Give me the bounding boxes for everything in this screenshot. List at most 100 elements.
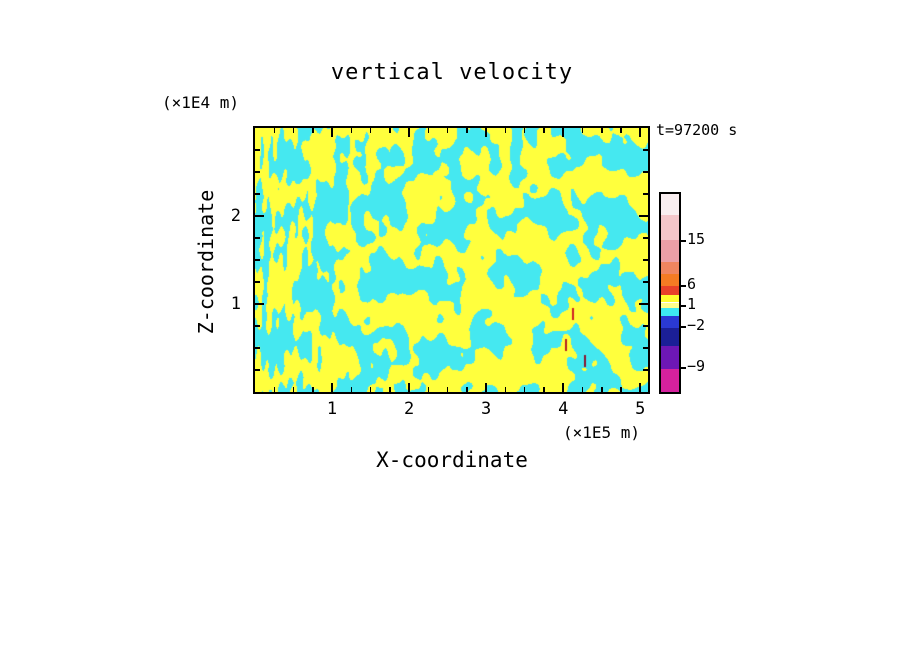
x-minor-tick bbox=[466, 128, 468, 133]
x-minor-tick bbox=[504, 387, 507, 392]
x-minor-tick bbox=[350, 387, 353, 392]
colorbar-tick bbox=[681, 285, 686, 288]
colorbar-tick bbox=[681, 239, 686, 242]
colorbar-label: −2 bbox=[687, 315, 706, 334]
y-major-tick bbox=[255, 303, 264, 305]
x-major-tick bbox=[562, 383, 565, 392]
x-minor-tick bbox=[523, 128, 526, 133]
x-tick-label: 4 bbox=[558, 399, 569, 419]
colorbar bbox=[659, 192, 686, 394]
x-tick-label: 2 bbox=[403, 399, 415, 419]
y-tick-label: 1 bbox=[230, 294, 241, 314]
x-minor-tick bbox=[581, 128, 584, 133]
y-minor-tick bbox=[255, 281, 260, 283]
x-minor-tick bbox=[389, 128, 391, 133]
y-minor-tick bbox=[643, 281, 648, 283]
y-minor-tick bbox=[255, 369, 260, 371]
x-tick-label: 3 bbox=[481, 399, 492, 419]
x-minor-tick bbox=[446, 128, 449, 133]
velocity-field-canvas bbox=[255, 128, 648, 392]
colorbar-segment bbox=[661, 328, 679, 347]
x-minor-tick bbox=[620, 387, 622, 392]
y-minor-tick bbox=[255, 171, 260, 173]
colorbar-tick bbox=[681, 367, 686, 370]
y-minor-tick bbox=[255, 237, 260, 239]
colorbar-segment bbox=[661, 286, 679, 295]
x-minor-tick bbox=[427, 128, 430, 133]
x-minor-tick bbox=[446, 387, 449, 392]
x-minor-tick bbox=[350, 128, 353, 133]
x-minor-tick bbox=[581, 387, 584, 392]
x-minor-tick bbox=[523, 387, 526, 392]
x-major-tick bbox=[408, 128, 411, 137]
x-minor-tick bbox=[601, 387, 603, 392]
y-minor-tick bbox=[643, 171, 648, 173]
y-major-tick bbox=[639, 215, 648, 217]
time-annotation: t=97200 s bbox=[656, 121, 738, 139]
y-minor-tick bbox=[643, 149, 648, 151]
x-tick-label: 5 bbox=[635, 399, 646, 419]
colorbar-tick bbox=[681, 325, 686, 328]
x-major-tick bbox=[408, 383, 411, 392]
y-axis-title: Z-coordinate bbox=[194, 189, 218, 335]
y-major-tick bbox=[639, 303, 648, 305]
chart-title: vertical velocity bbox=[330, 60, 574, 85]
x-minor-tick bbox=[504, 128, 507, 133]
y-minor-tick bbox=[255, 347, 260, 349]
x-minor-tick bbox=[273, 387, 275, 392]
colorbar-segment bbox=[661, 308, 679, 317]
x-minor-tick bbox=[543, 387, 545, 392]
colorbar-segment bbox=[661, 346, 679, 369]
y-minor-tick bbox=[643, 325, 648, 327]
colorbar-segment bbox=[661, 368, 679, 392]
x-major-tick bbox=[331, 128, 334, 137]
x-minor-tick bbox=[292, 128, 295, 133]
x-minor-tick bbox=[273, 128, 275, 133]
x-minor-tick bbox=[543, 128, 545, 133]
x-minor-tick bbox=[292, 387, 295, 392]
colorbar-label: −9 bbox=[687, 357, 706, 376]
plot-area bbox=[253, 126, 650, 394]
x-minor-tick bbox=[427, 387, 430, 392]
y-minor-tick bbox=[255, 193, 260, 195]
x-major-tick bbox=[639, 128, 642, 137]
colorbar-segment bbox=[661, 274, 679, 287]
colorbar-label: 6 bbox=[687, 275, 697, 294]
y-minor-tick bbox=[255, 325, 260, 327]
x-major-tick bbox=[562, 128, 565, 137]
y-axis-unit: (×1E4 m) bbox=[162, 93, 240, 112]
x-minor-tick bbox=[312, 387, 314, 392]
colorbar-segment bbox=[661, 214, 679, 240]
colorbar-tick bbox=[681, 304, 686, 307]
colorbar-label: 1 bbox=[687, 294, 697, 313]
x-minor-tick bbox=[601, 128, 603, 133]
x-minor-tick bbox=[466, 387, 468, 392]
x-major-tick bbox=[485, 383, 488, 392]
y-minor-tick bbox=[643, 193, 648, 195]
y-minor-tick bbox=[643, 259, 648, 261]
x-minor-tick bbox=[369, 128, 372, 133]
x-major-tick bbox=[639, 383, 642, 392]
x-minor-tick bbox=[620, 128, 622, 133]
colorbar-label: 15 bbox=[687, 229, 706, 248]
y-minor-tick bbox=[255, 259, 260, 261]
y-minor-tick bbox=[255, 149, 260, 151]
colorbar-segment bbox=[661, 294, 679, 303]
colorbar-segment bbox=[661, 316, 679, 329]
x-axis-unit: (×1E5 m) bbox=[563, 423, 641, 442]
y-tick-label: 2 bbox=[230, 206, 241, 226]
y-major-tick bbox=[255, 215, 264, 217]
x-tick-label: 1 bbox=[326, 399, 338, 419]
colorbar-segment bbox=[661, 239, 679, 263]
colorbar-segment bbox=[661, 194, 679, 215]
x-minor-tick bbox=[312, 128, 314, 133]
y-minor-tick bbox=[643, 237, 648, 239]
x-minor-tick bbox=[369, 387, 372, 392]
x-axis-title: X-coordinate bbox=[376, 448, 528, 472]
colorbar-segment bbox=[661, 302, 679, 309]
y-minor-tick bbox=[643, 347, 648, 349]
x-major-tick bbox=[331, 383, 334, 392]
x-minor-tick bbox=[389, 387, 391, 392]
x-major-tick bbox=[485, 128, 488, 137]
